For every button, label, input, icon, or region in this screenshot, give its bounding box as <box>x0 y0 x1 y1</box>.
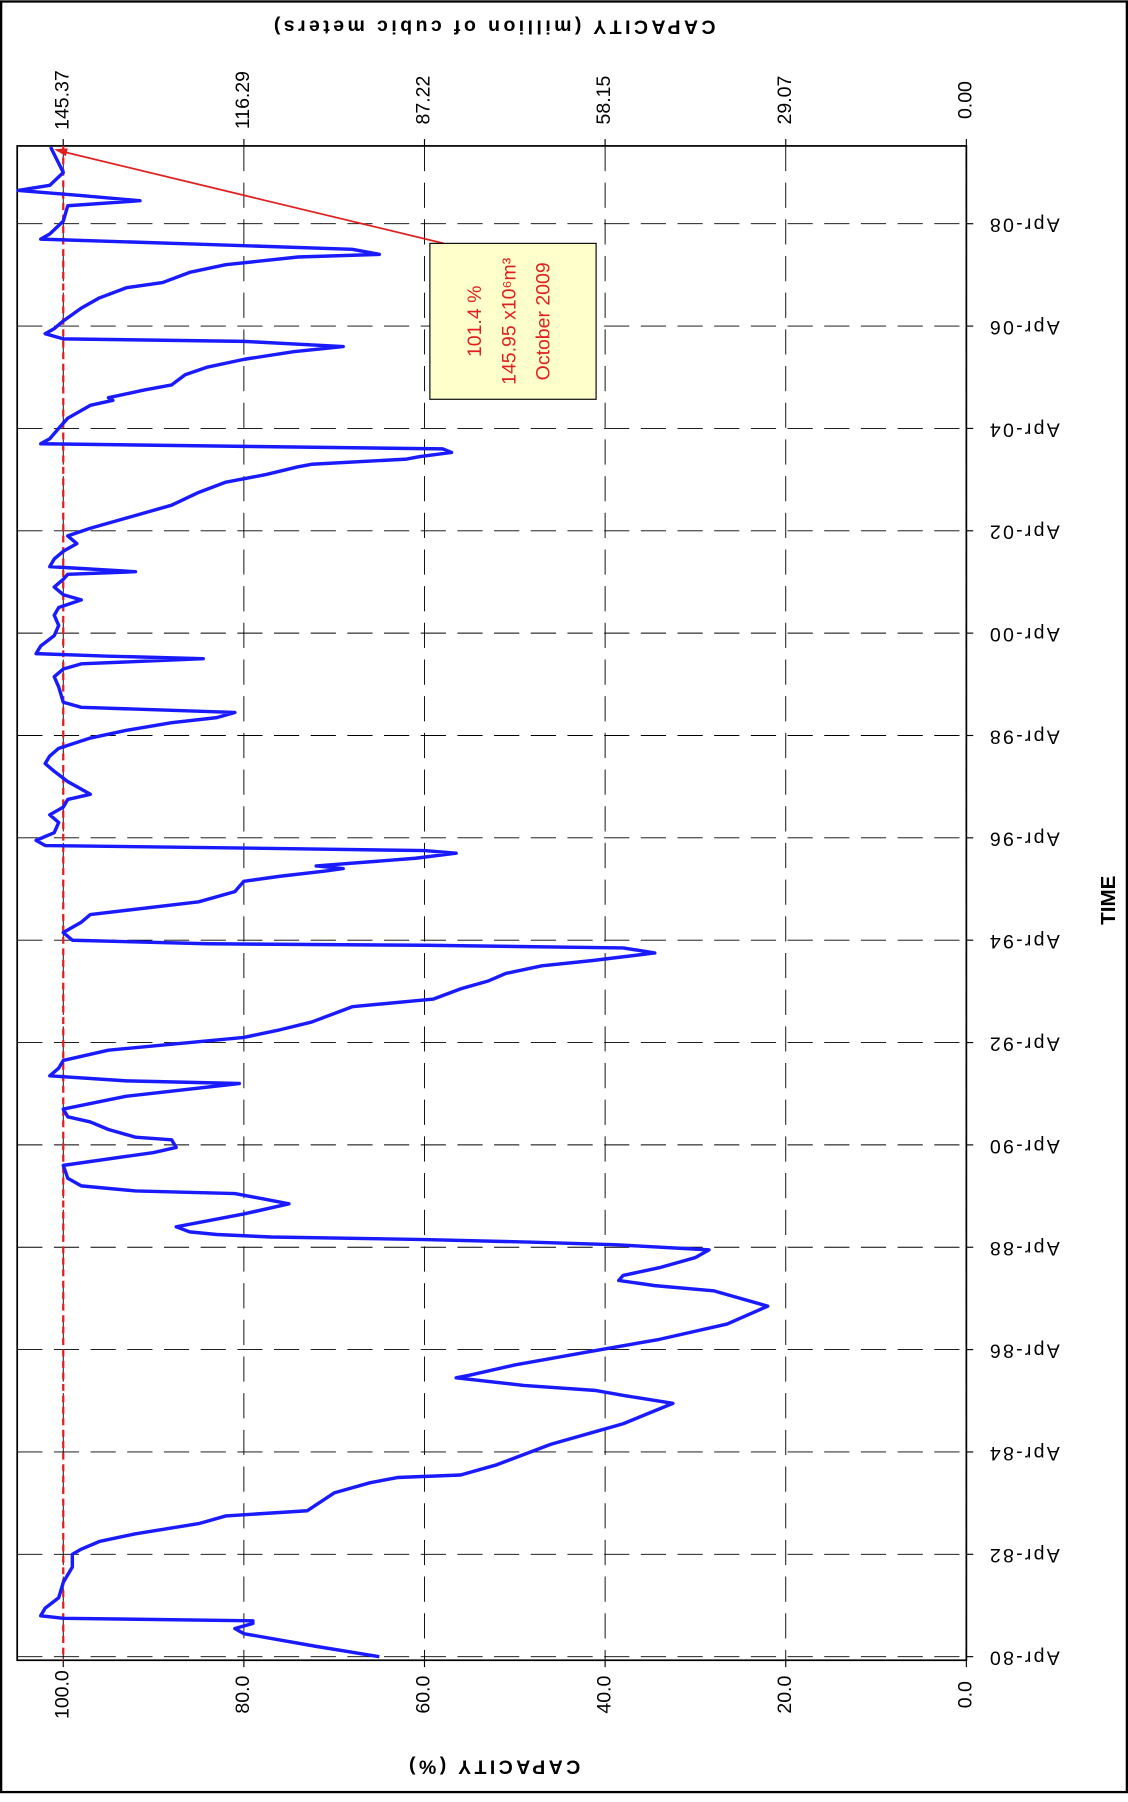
x-tick-label: Apr-92 <box>988 1032 1060 1054</box>
y2-tick-label: 0.00 <box>955 81 977 119</box>
y-tick-label: 60.0 <box>413 1676 435 1714</box>
x-tick-label: Apr-86 <box>988 1339 1060 1361</box>
x-tick-label: Apr-80 <box>988 1647 1060 1669</box>
x-tick-label: Apr-84 <box>988 1442 1060 1464</box>
x-tick-label: Apr-04 <box>988 418 1060 440</box>
x-axis-title: TIME <box>1097 876 1120 925</box>
x-tick-label: Apr-90 <box>988 1135 1060 1157</box>
y-tick-label: 20.0 <box>774 1676 796 1714</box>
x-tick-label: Apr-00 <box>988 623 1060 645</box>
x-tick-label: Apr-82 <box>988 1544 1060 1566</box>
secondary-axis-title: CAPACITY (million of cubic meters) <box>270 15 715 37</box>
x-tick-label: Apr-06 <box>988 316 1060 338</box>
x-tick-label: Apr-96 <box>988 828 1060 850</box>
y-tick-label: 40.0 <box>593 1676 615 1714</box>
y-tick-label: 100.0 <box>51 1670 73 1719</box>
y-tick-label: 80.0 <box>232 1676 254 1714</box>
y2-tick-label: 58.15 <box>593 76 615 125</box>
x-tick-label: Apr-88 <box>988 1237 1060 1259</box>
x-tick-label: Apr-08 <box>988 214 1060 236</box>
annotation-text: 101.4 % <box>464 286 486 357</box>
y2-tick-label: 29.07 <box>774 76 796 125</box>
x-tick-label: Apr-02 <box>988 521 1060 543</box>
y2-tick-label: 116.29 <box>232 71 254 129</box>
annotation-box <box>429 242 597 400</box>
y2-tick-label: 145.37 <box>51 70 73 130</box>
x-tick-label: Apr-98 <box>988 725 1060 747</box>
annotation-text: October 2009 <box>533 262 555 380</box>
y-tick-label: 0.0 <box>955 1681 977 1708</box>
annotation-arrow <box>57 149 444 245</box>
annotation-arrowhead <box>54 148 68 157</box>
y-axis-title: CAPACITY (%) <box>406 1756 581 1778</box>
annotation-text: 145.95 x10⁶m³ <box>498 257 520 385</box>
y2-tick-label: 87.22 <box>413 76 435 125</box>
x-tick-label: Apr-94 <box>988 930 1060 952</box>
capacity-line <box>16 146 770 1659</box>
